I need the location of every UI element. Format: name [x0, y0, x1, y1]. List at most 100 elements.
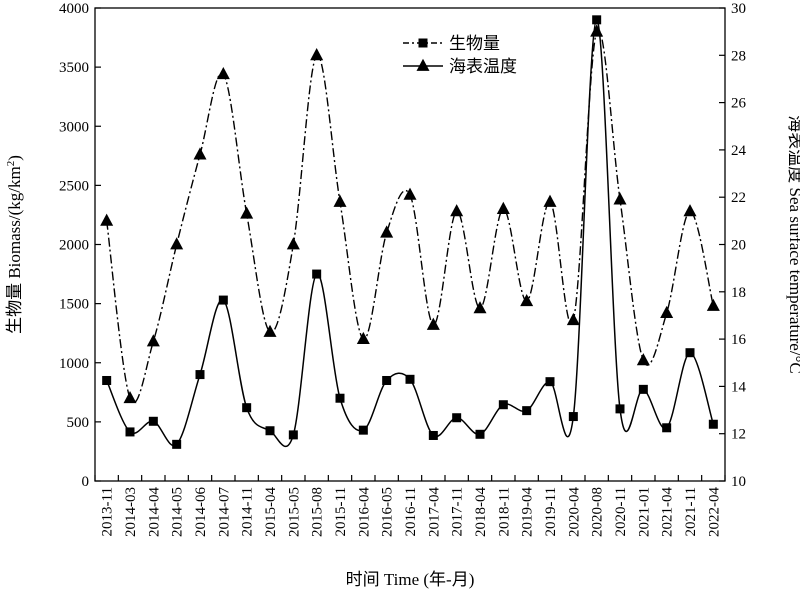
x-axis-tick-label: 2013-11	[100, 487, 116, 536]
right-axis-tick-label: 14	[731, 379, 747, 395]
right-axis-tick-label: 10	[731, 474, 746, 490]
left-axis-tick-label: 2500	[59, 178, 89, 194]
sea-surface-temperature-point	[426, 317, 440, 330]
legend-label-biomass: 生物量	[449, 34, 500, 54]
x-axis-tick-label: 2014-03	[123, 487, 139, 537]
x-axis-tick-label: 2015-11	[333, 487, 349, 536]
biomass-point	[475, 429, 485, 439]
sea-surface-temperature-point	[356, 331, 370, 345]
sea-surface-temperature-point	[613, 192, 627, 205]
x-axis-tick-label: 2015-04	[263, 487, 279, 537]
biomass-point	[428, 430, 438, 440]
right-axis-tick-label: 26	[731, 96, 747, 112]
sea-surface-temperature-point	[146, 334, 160, 347]
sea-surface-temperature-point	[520, 294, 534, 307]
sea-surface-temperature-point	[496, 201, 510, 214]
biomass-point	[218, 295, 228, 305]
x-axis-tick-label: 2014-07	[216, 487, 232, 537]
biomass-point	[662, 423, 672, 433]
left-axis-tick-label: 1500	[59, 297, 89, 313]
x-axis-tick-label: 2016-04	[356, 487, 372, 537]
sea-surface-temperature-point	[263, 324, 277, 337]
biomass-point	[265, 426, 275, 436]
biomass-point	[405, 374, 415, 384]
biomass-point	[335, 393, 345, 403]
x-axis-tick-label: 2014-11	[240, 487, 256, 536]
x-axis-tick-label: 2020-08	[590, 487, 606, 537]
right-y-axis-title: 海表温度 Sea surface temperature/°C	[786, 115, 800, 373]
sea-surface-temperature-point	[193, 147, 207, 160]
left-y-axis-title-superscript: 2	[5, 161, 17, 167]
legend-marker-biomass	[418, 38, 428, 48]
left-y-axis-title: 生物量 Biomass/(kg/km2)	[5, 155, 24, 334]
sea-surface-temperature-point	[100, 213, 114, 226]
sea-surface-temperature-point	[566, 312, 580, 326]
sea-surface-temperature-point	[706, 298, 720, 311]
series-line-sea-surface-temperature	[105, 28, 715, 404]
biomass-point	[102, 375, 112, 385]
x-axis-tick-label: 2016-11	[403, 487, 419, 536]
biomass-point	[685, 348, 695, 358]
sea-surface-temperature-point	[636, 353, 650, 366]
biomass-point	[358, 425, 368, 435]
x-axis-tick-label: 2021-04	[660, 487, 676, 537]
biomass-point	[545, 377, 555, 387]
left-axis-tick-label: 500	[67, 415, 90, 431]
biomass-point	[522, 406, 532, 416]
x-axis-tick-label: 2015-08	[310, 487, 326, 537]
biomass-point	[242, 403, 252, 413]
right-axis-tick-label: 20	[731, 238, 746, 254]
sea-surface-temperature-point	[450, 204, 464, 217]
x-axis-title: 时间 Time (年-月)	[346, 570, 475, 589]
biomass-point	[172, 439, 182, 449]
x-axis-tick-label: 2018-11	[496, 487, 512, 536]
legend-marker-sea-surface-temperature	[416, 58, 430, 71]
sea-surface-temperature-point	[543, 194, 557, 207]
sea-surface-temperature-point	[660, 305, 674, 318]
x-axis-tick-label: 2021-01	[636, 487, 652, 537]
biomass-point	[148, 416, 158, 426]
sea-surface-temperature-point	[403, 187, 417, 200]
sea-surface-temperature-point	[380, 225, 394, 238]
sea-surface-temperature-point	[123, 390, 137, 404]
sea-surface-temperature-point	[590, 24, 604, 37]
left-axis-tick-label: 4000	[59, 1, 89, 17]
sea-surface-temperature-point	[310, 48, 324, 61]
biomass-point	[592, 15, 602, 25]
right-axis-tick-label: 16	[731, 332, 747, 348]
biomass-point	[708, 419, 718, 429]
biomass-point	[312, 269, 322, 279]
biomass-point	[288, 430, 298, 440]
x-axis-tick-label: 2014-05	[170, 487, 186, 537]
left-y-axis-title-main: 生物量 Biomass/(kg/km	[5, 166, 24, 334]
x-axis-tick-label: 2014-04	[146, 487, 162, 537]
sea-surface-temperature-point	[216, 66, 230, 80]
sea-surface-temperature-point	[473, 301, 487, 314]
x-axis-tick-label: 2019-11	[543, 487, 559, 536]
left-y-axis-title-close: )	[5, 155, 24, 161]
right-axis-tick-label: 18	[731, 285, 746, 301]
biomass-point	[195, 370, 205, 380]
x-axis-tick-label: 2021-11	[683, 487, 699, 536]
sea-surface-temperature-point	[240, 206, 254, 219]
left-axis-tick-label: 3000	[59, 119, 89, 135]
left-axis-tick-label: 2000	[59, 238, 89, 254]
sea-surface-temperature-point	[170, 237, 184, 250]
left-axis-tick-label: 3500	[59, 60, 89, 76]
x-axis-tick-label: 2015-05	[286, 487, 302, 537]
x-axis-tick-label: 2022-04	[706, 487, 722, 537]
sea-surface-temperature-point	[683, 204, 697, 217]
biomass-point	[615, 404, 625, 414]
x-axis-tick-label: 2020-11	[613, 487, 629, 536]
x-axis-tick-label: 2014-06	[193, 487, 209, 537]
biomass-point	[125, 427, 135, 437]
left-axis-tick-label: 1000	[59, 356, 89, 372]
legend-label-sea-surface-temperature: 海表温度	[449, 57, 517, 77]
left-axis-tick-label: 0	[82, 474, 90, 490]
x-axis-tick-label: 2020-04	[566, 487, 582, 537]
x-axis-tick-label: 2017-04	[426, 487, 442, 537]
x-axis-tick-label: 2018-04	[473, 487, 489, 537]
biomass-point	[568, 412, 578, 422]
